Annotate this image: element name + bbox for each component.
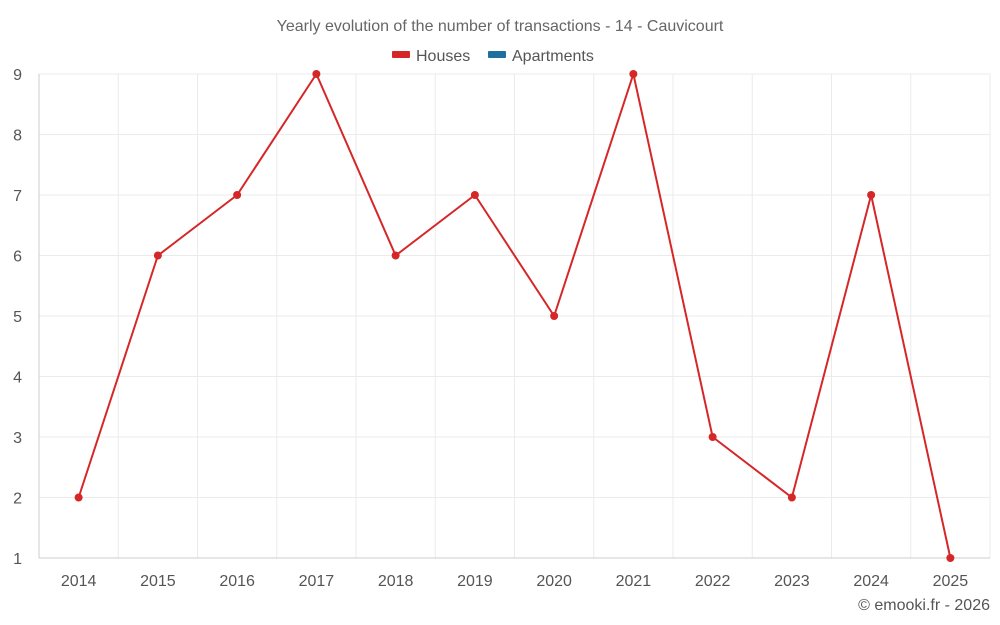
data-point-houses	[946, 554, 955, 562]
legend-label-apartments: Apartments	[512, 48, 594, 65]
credit-text: © emooki.fr - 2026	[858, 597, 990, 614]
x-tick-label: 2025	[933, 573, 969, 590]
y-tick-label: 6	[13, 249, 22, 266]
data-point-houses	[312, 70, 321, 78]
data-series	[74, 70, 955, 562]
data-point-houses	[550, 312, 559, 320]
legend-swatch-apartments	[488, 51, 506, 58]
data-point-houses	[787, 493, 796, 502]
x-tick-label: 2014	[61, 573, 97, 590]
x-tick-label: 2022	[695, 573, 731, 590]
data-point-houses	[708, 433, 717, 441]
y-tick-label: 9	[13, 67, 22, 84]
data-point-houses	[470, 191, 479, 199]
x-tick-label: 2016	[219, 573, 255, 590]
legend-item-apartments[interactable]: Apartments	[488, 48, 594, 65]
y-tick-label: 8	[13, 128, 22, 145]
y-tick-label: 4	[13, 370, 22, 387]
axes	[38, 74, 990, 559]
data-point-houses	[74, 493, 83, 502]
data-point-houses	[867, 191, 876, 199]
legend-swatch-houses	[392, 51, 410, 58]
y-tick-label: 5	[13, 309, 22, 326]
chart-title: Yearly evolution of the number of transa…	[277, 18, 724, 35]
y-tick-label: 1	[13, 551, 22, 568]
data-point-houses	[391, 251, 400, 260]
x-tick-label: 2021	[616, 573, 652, 590]
data-point-houses	[153, 251, 162, 260]
x-tick-label: 2024	[853, 573, 889, 590]
x-tick-label: 2017	[299, 573, 335, 590]
x-tick-label: 2019	[457, 573, 493, 590]
data-point-houses	[629, 70, 638, 78]
x-tick-label: 2020	[536, 573, 572, 590]
y-axis-tick-labels: 1 2 3 4 5 6 7 8 9	[13, 67, 22, 568]
data-point-houses	[233, 191, 242, 199]
legend-label-houses: Houses	[416, 48, 470, 65]
y-tick-label: 7	[13, 188, 22, 205]
series-line-houses	[77, 73, 952, 559]
x-tick-label: 2023	[774, 573, 810, 590]
x-tick-label: 2015	[140, 573, 176, 590]
y-tick-label: 2	[13, 491, 22, 508]
x-tick-label: 2018	[378, 573, 414, 590]
legend-item-houses[interactable]: Houses	[392, 48, 470, 65]
grid	[38, 73, 991, 558]
legend: Houses Apartments	[392, 48, 594, 65]
x-axis-tick-labels: 2014 2015 2016 2017 2018 2019 2020 2021 2022 2023…	[61, 573, 968, 590]
y-tick-label: 3	[13, 430, 22, 447]
